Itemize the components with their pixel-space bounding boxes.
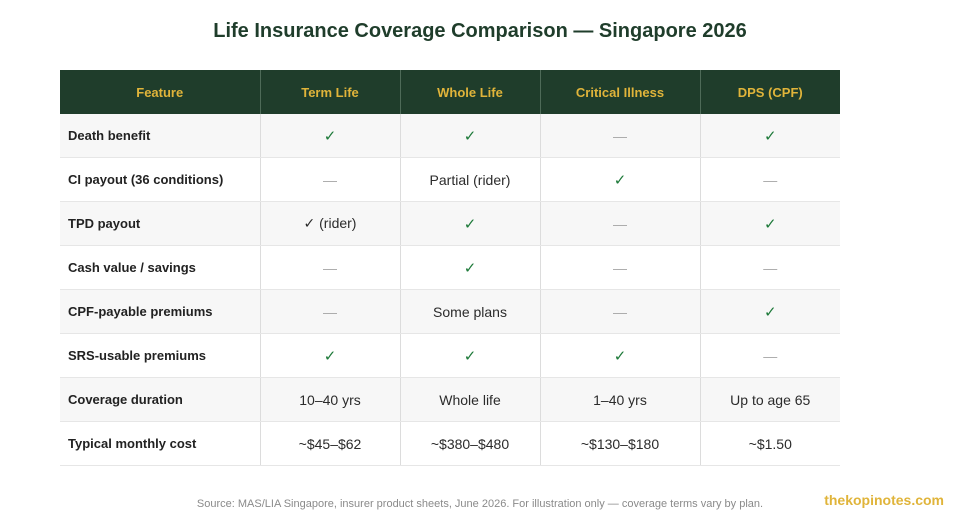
column-header: Critical Illness (539, 70, 700, 114)
cell-value: ~$380–$480 (430, 435, 510, 452)
table-body: Death benefit ✓ ✓ — ✓ CI payout (36 condition… (60, 114, 840, 466)
header-row: Feature Term Life Whole Life Critical Illne… (60, 70, 840, 114)
table-row: Cash value / savings — ✓ — — (60, 245, 840, 290)
table-cell: Whole life (399, 377, 540, 422)
dash-icon: — (763, 171, 778, 188)
cell-value: Some plans (433, 303, 507, 320)
dash-icon: — (323, 303, 337, 320)
feature-label: TPD payout (60, 201, 260, 246)
table-cell: ✓ (539, 333, 700, 378)
dash-icon: — (613, 259, 627, 276)
check-icon: ✓ (463, 347, 477, 365)
feature-label: Cash value / savings (60, 245, 260, 290)
table-cell: Up to age 65 (699, 377, 840, 422)
cell-value: 10–40 yrs (299, 391, 361, 408)
table-cell: 10–40 yrs (259, 377, 400, 422)
table-cell: — (259, 245, 400, 290)
table-cell: ~$380–$480 (399, 421, 540, 466)
dash-icon: — (613, 127, 627, 144)
source-note: Source: MAS/LIA Singapore, insurer produ… (196, 498, 764, 510)
table-cell: — (539, 201, 700, 246)
dash-icon: — (613, 303, 627, 320)
dash-icon: — (323, 259, 337, 276)
feature-label: Typical monthly cost (60, 421, 260, 466)
table-row: TPD payout ✓ (rider) ✓ — ✓ (60, 201, 840, 246)
table-cell: ✓ (399, 245, 540, 290)
chart-title: Life Insurance Coverage Comparison — Sin… (213, 20, 747, 42)
table-cell: — (539, 114, 700, 158)
table-cell: ~$1.50 (699, 421, 840, 466)
table-header: Feature Term Life Whole Life Critical Illne… (60, 70, 840, 114)
feature-label: Coverage duration (60, 377, 260, 422)
table-cell: ✓ (699, 201, 840, 246)
check-icon: ✓ (323, 127, 337, 145)
table-cell: ✓ (259, 114, 400, 158)
check-icon: ✓ (463, 215, 477, 233)
table-row: SRS-usable premiums ✓ ✓ ✓ — (60, 333, 840, 378)
table-cell: ✓ (259, 333, 400, 378)
dash-icon: — (323, 171, 337, 188)
cell-value: ✓ (rider) (303, 215, 357, 231)
cell-value: 1–40 yrs (593, 391, 647, 408)
table-row: Death benefit ✓ ✓ — ✓ (60, 114, 840, 158)
column-header: DPS (CPF) (699, 70, 840, 114)
table-cell: Partial (rider) (399, 157, 540, 202)
table-cell: ✓ (539, 157, 700, 202)
table-cell: ~$130–$180 (539, 421, 700, 466)
table-cell: ✓ (399, 333, 540, 378)
column-header: Feature (60, 70, 260, 114)
cell-value: Up to age 65 (730, 391, 811, 408)
table-cell: 1–40 yrs (539, 377, 700, 422)
feature-label: SRS-usable premiums (60, 333, 260, 378)
table-cell: — (539, 289, 700, 334)
table-row: Coverage duration 10–40 yrs Whole life 1–40… (60, 377, 840, 422)
feature-label: CPF-payable premiums (60, 289, 260, 334)
table-cell: — (699, 245, 840, 290)
check-icon: ✓ (763, 303, 777, 321)
feature-label: CI payout (36 conditions) (60, 157, 260, 202)
table-cell: ✓ (699, 114, 840, 158)
table-cell: ✓ (399, 201, 540, 246)
table-cell: — (259, 289, 400, 334)
coverage-comparison-table: Feature Term Life Whole Life Critical Illne… (60, 70, 840, 466)
table-row: CPF-payable premiums — Some plans — ✓ (60, 289, 840, 334)
check-icon: ✓ (613, 171, 627, 189)
check-icon: ✓ (463, 259, 477, 277)
column-header: Whole Life (399, 70, 540, 114)
check-icon: ✓ (463, 127, 477, 145)
check-icon: ✓ (763, 215, 777, 233)
table-cell: ✓ (699, 289, 840, 334)
column-header: Term Life (259, 70, 400, 114)
table-cell: — (259, 157, 400, 202)
dash-icon: — (763, 347, 778, 364)
cell-value: ~$1.50 (748, 435, 792, 452)
cell-value: Partial (rider) (429, 171, 511, 188)
table-cell: Some plans (399, 289, 540, 334)
table-cell: ✓ (rider) (259, 201, 400, 246)
dash-icon: — (613, 215, 627, 232)
cell-value: Whole life (439, 391, 501, 408)
table-cell: — (699, 157, 840, 202)
cell-value: ~$45–$62 (298, 435, 362, 452)
check-icon: ✓ (763, 127, 777, 145)
cell-value: ~$130–$180 (580, 435, 660, 452)
table-cell: ✓ (399, 114, 540, 158)
table-row: Typical monthly cost ~$45–$62 ~$380–$480 ~$… (60, 421, 840, 466)
check-icon: ✓ (613, 347, 627, 365)
table-cell: ~$45–$62 (259, 421, 400, 466)
brand-logo: thekopinotes.com (824, 492, 944, 508)
feature-label: Death benefit (60, 114, 260, 158)
check-icon: ✓ (323, 347, 337, 365)
dash-icon: — (763, 259, 778, 276)
table-row: CI payout (36 conditions) — Partial (rider… (60, 157, 840, 202)
table-cell: — (699, 333, 840, 378)
table-cell: — (539, 245, 700, 290)
